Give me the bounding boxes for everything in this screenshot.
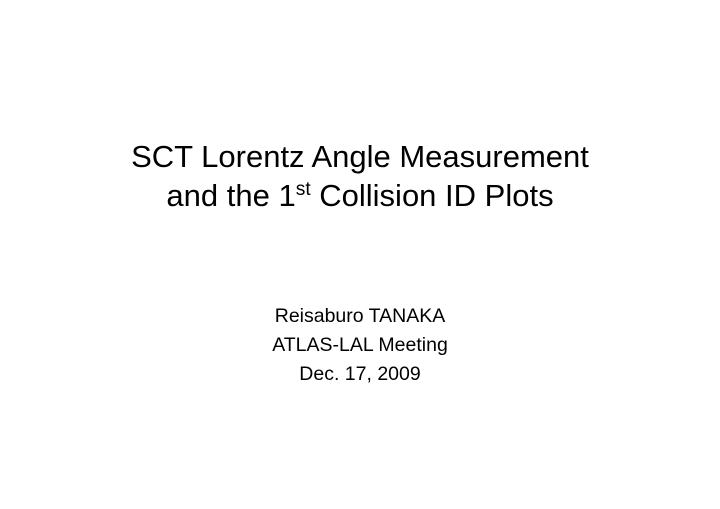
title-line-1: SCT Lorentz Angle Measurement xyxy=(131,138,589,177)
slide-subtitle: Reisaburo TANAKA ATLAS-LAL Meeting Dec. … xyxy=(272,302,448,390)
title-line-2-superscript: st xyxy=(296,179,311,200)
title-line-2: and the 1st Collision ID Plots xyxy=(131,177,589,216)
title-line-2-pre: and the 1 xyxy=(166,178,295,213)
author-line: Reisaburo TANAKA xyxy=(272,302,448,331)
date-line: Dec. 17, 2009 xyxy=(272,360,448,389)
title-line-2-post: Collision ID Plots xyxy=(311,178,554,213)
meeting-line: ATLAS-LAL Meeting xyxy=(272,331,448,360)
slide-title: SCT Lorentz Angle Measurement and the 1s… xyxy=(131,138,589,216)
